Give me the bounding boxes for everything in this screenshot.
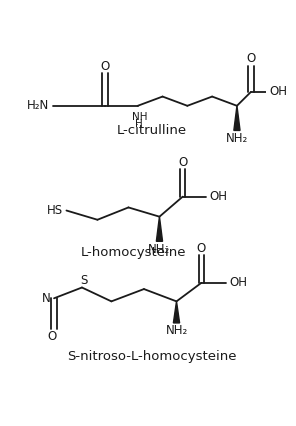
Text: L-citrulline: L-citrulline: [117, 124, 187, 137]
Text: NH₂: NH₂: [226, 132, 248, 145]
Text: NH₂: NH₂: [165, 324, 188, 337]
Text: NH: NH: [131, 112, 147, 121]
Polygon shape: [173, 301, 180, 323]
Text: O: O: [246, 52, 255, 65]
Text: NH₂: NH₂: [148, 242, 170, 256]
Polygon shape: [156, 217, 163, 241]
Text: OH: OH: [209, 190, 227, 203]
Text: O: O: [178, 155, 187, 169]
Text: S-nitroso-L-homocysteine: S-nitroso-L-homocysteine: [67, 350, 237, 363]
Text: L-homocysteine: L-homocysteine: [81, 246, 186, 259]
Text: OH: OH: [269, 86, 287, 98]
Text: H₂N: H₂N: [27, 99, 49, 112]
Text: N: N: [42, 292, 51, 305]
Text: O: O: [48, 330, 57, 343]
Text: S: S: [80, 274, 87, 287]
Polygon shape: [234, 106, 240, 130]
Text: HS: HS: [47, 204, 63, 217]
Text: OH: OH: [229, 276, 247, 289]
Text: H: H: [136, 119, 143, 129]
Text: O: O: [197, 242, 206, 255]
Text: O: O: [101, 60, 110, 73]
